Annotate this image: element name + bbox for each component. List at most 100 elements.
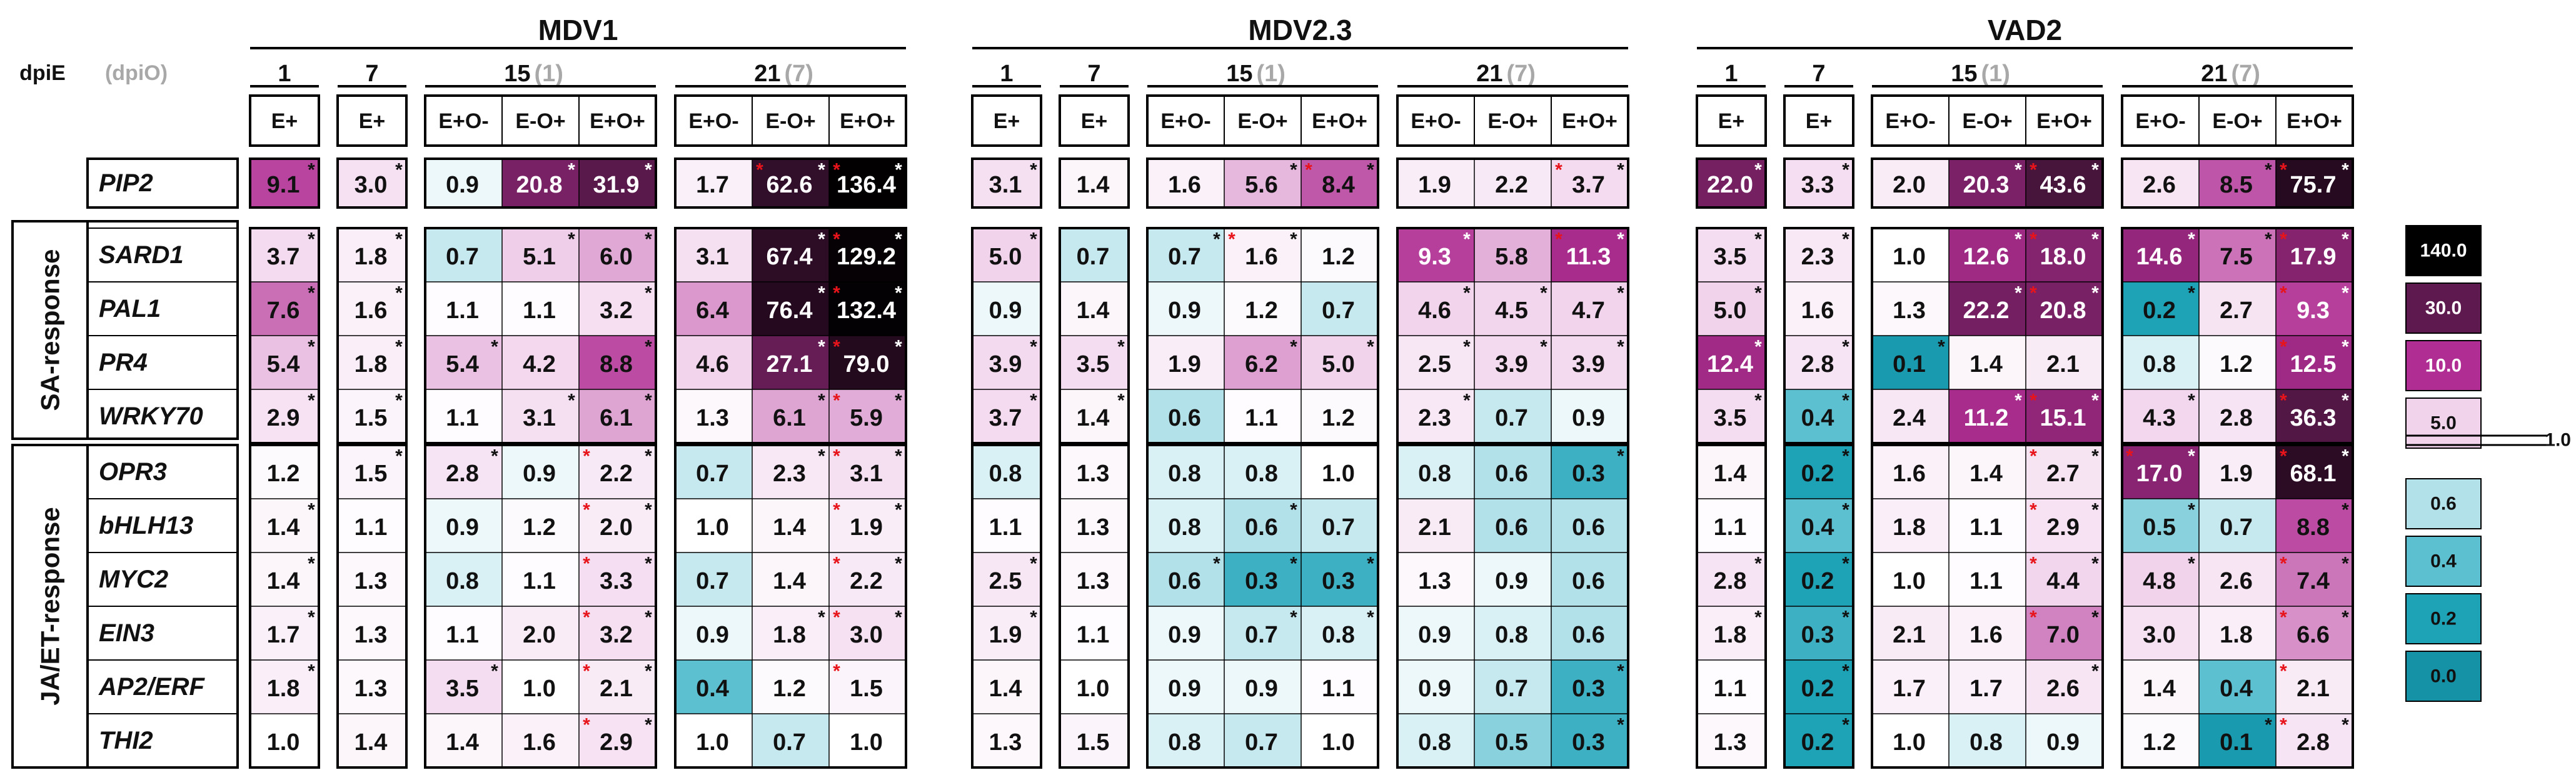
heatmap-cell [1474,660,1551,714]
heatmap-cell [579,336,656,389]
heatmap-cell [1224,336,1301,389]
cell-value: 0.8 [1970,729,2003,756]
heatmap-cell [972,282,1041,336]
significance-asterisk: * [1754,160,1762,181]
heatmap-cell [2276,714,2353,768]
timepoint-label: 15 [504,61,530,87]
cell-value: 79.0 [843,351,890,378]
significance-asterisk: * [308,608,315,628]
cell-block-border [336,158,408,209]
heatmap-cell [1949,159,2026,208]
cell-value: 3.7 [989,405,1022,431]
heatmap-cell [1397,660,1474,714]
cell-value: 0.3 [1245,568,1278,594]
heatmap-cell [1474,499,1551,552]
cell-value: 0.6 [1495,514,1528,541]
cell-value: 0.4 [1801,514,1834,541]
legend-label: 0.6 [2430,494,2457,514]
cell-value: 12.5 [2290,351,2337,378]
heatmap-cell [2122,714,2199,768]
heatmap-cell [1060,336,1129,389]
cell-value: 2.7 [2046,461,2080,487]
cell-value: 3.9 [1495,351,1528,378]
cell-value: 3.1 [523,405,556,431]
significance-asterisk: * [1213,229,1220,250]
heatmap-cell [2199,228,2276,282]
cell-value: 1.7 [1970,676,2003,702]
cell-value: 0.9 [1572,405,1605,431]
heatmap-cell [2122,282,2199,336]
heatmap-cell [752,606,829,660]
heatmap-cell [1949,445,2026,499]
significance-asterisk: * [895,337,902,358]
heatmap-cell [1872,499,1949,552]
cell-value: 3.1 [850,461,883,487]
cell-value: 0.3 [1572,729,1605,756]
condition-box [424,94,657,147]
cell-block-border [674,158,907,209]
cell-value: 36.3 [2290,405,2337,431]
cell-value: 5.8 [1495,244,1528,270]
red-significance-asterisk: * [583,446,590,467]
cell-value: 0.8 [1418,729,1451,756]
heatmap-cell [1551,336,1628,389]
cell-block-border [1783,444,1854,769]
cell-value: 1.2 [523,514,556,541]
significance-asterisk: * [895,446,902,467]
cell-value: 0.3 [1801,622,1834,648]
cell-value: 0.6 [1572,514,1605,541]
significance-asterisk: * [1030,608,1037,628]
heatmap-cell [250,499,319,552]
heatmap-cell [250,445,319,499]
heatmap-cell [1474,445,1551,499]
gene-label: THI2 [99,727,153,754]
cell-value: 2.8 [1714,568,1747,594]
cell-block-border [1871,158,2104,209]
cell-value: 1.2 [267,461,300,487]
heatmap-cell [425,228,502,282]
heatmap-cell [1872,445,1949,499]
cell-value: 0.8 [1245,461,1278,487]
cell-value: 2.4 [1893,405,1926,431]
heatmap-cell [250,228,319,282]
heatmap-cell [829,336,906,389]
timepoint-label: 7 [1812,61,1825,87]
group-title-2: VAD2 [1988,14,2062,46]
significance-asterisk: * [645,554,652,574]
heatmap-cell [972,445,1041,499]
cell-block-border [1396,444,1629,769]
cell-value: 1.4 [1077,405,1110,431]
cell-value: 1.3 [355,568,388,594]
legend-swatch [2405,651,2482,702]
cell-value: 8.8 [600,351,633,378]
cell-value: 1.1 [1322,676,1355,702]
cell-block-border [1696,444,1767,769]
heatmap-cell [1147,282,1224,336]
heatmap-cell [425,552,502,606]
heatmap-cell [675,714,752,768]
condition-label: E+ [1806,109,1833,133]
cell-value: 5.0 [1714,298,1747,324]
significance-asterisk: * [2091,554,2099,574]
cell-value: 1.4 [267,568,300,594]
significance-asterisk: * [2015,160,2022,181]
gene-label: MYC2 [99,566,168,593]
significance-asterisk: * [395,283,403,304]
red-significance-asterisk: * [2030,500,2037,521]
heatmap-cell [338,606,406,660]
heatmap-cell [1697,606,1766,660]
heatmap-cell [829,606,906,660]
significance-asterisk: * [1842,391,1849,411]
heatmap-cell [1224,714,1301,768]
gene-label: PR4 [99,349,148,376]
significance-asterisk: * [1754,283,1762,304]
heatmap-cell [752,660,829,714]
heatmap-cell [972,228,1041,282]
cell-block-border [1783,227,1854,444]
cell-value: 0.9 [1168,622,1201,648]
red-significance-asterisk: * [583,661,590,682]
cell-value: 5.6 [1245,172,1278,198]
heatmap-cell [2276,389,2353,443]
significance-asterisk: * [1842,608,1849,628]
heatmap-cell [1060,228,1129,282]
